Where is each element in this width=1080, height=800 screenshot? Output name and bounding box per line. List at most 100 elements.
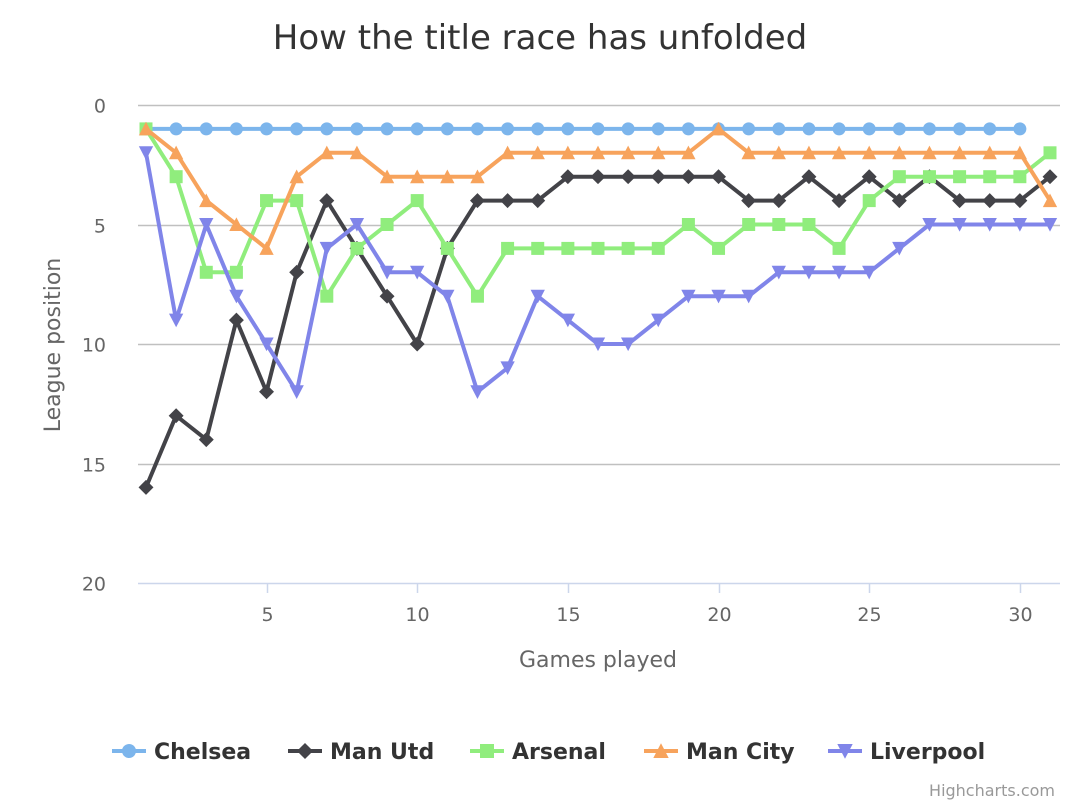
data-point-man-city[interactable] (138, 121, 154, 136)
data-point-arsenal[interactable] (531, 241, 545, 255)
data-point-liverpool[interactable] (831, 265, 847, 280)
data-point-man-utd[interactable] (198, 432, 214, 448)
data-point-man-city[interactable] (651, 145, 666, 160)
data-point-liverpool[interactable] (952, 218, 967, 232)
data-point-chelsea[interactable] (621, 122, 635, 136)
data-point-man-utd[interactable] (771, 193, 787, 209)
data-point-liverpool[interactable] (892, 241, 907, 256)
data-point-arsenal[interactable] (561, 241, 575, 255)
data-point-man-city[interactable] (952, 145, 967, 160)
data-point-chelsea[interactable] (1013, 122, 1027, 136)
data-point-arsenal[interactable] (320, 289, 334, 303)
data-point-arsenal[interactable] (832, 241, 846, 255)
data-point-man-utd[interactable] (590, 169, 606, 185)
data-point-man-utd[interactable] (982, 193, 998, 209)
data-point-arsenal[interactable] (983, 170, 997, 184)
data-point-man-utd[interactable] (289, 264, 305, 280)
data-point-man-city[interactable] (862, 145, 877, 160)
data-point-arsenal[interactable] (922, 170, 936, 184)
data-point-arsenal[interactable] (260, 194, 274, 208)
data-point-man-utd[interactable] (861, 169, 877, 185)
data-point-man-city[interactable] (500, 145, 515, 160)
legend-item-man-city[interactable]: Man City (644, 740, 795, 765)
data-point-man-city[interactable] (831, 145, 847, 160)
data-point-man-utd[interactable] (379, 288, 395, 304)
data-point-man-utd[interactable] (680, 169, 696, 185)
data-point-man-utd[interactable] (891, 193, 907, 209)
data-point-arsenal[interactable] (440, 241, 454, 255)
data-point-man-city[interactable] (530, 145, 545, 160)
legend-item-liverpool[interactable]: Liverpool (828, 740, 985, 765)
data-point-chelsea[interactable] (681, 122, 695, 136)
data-point-arsenal[interactable] (501, 241, 515, 255)
data-point-chelsea[interactable] (501, 122, 515, 136)
data-point-arsenal[interactable] (892, 170, 906, 184)
legend-item-chelsea[interactable]: Chelsea (112, 740, 251, 765)
data-point-man-utd[interactable] (620, 169, 636, 185)
data-point-liverpool[interactable] (862, 265, 877, 280)
data-point-liverpool[interactable] (530, 289, 545, 304)
data-point-liverpool[interactable] (651, 313, 666, 328)
data-point-liverpool[interactable] (681, 289, 696, 304)
data-point-chelsea[interactable] (892, 122, 906, 136)
data-point-man-city[interactable] (259, 241, 274, 255)
data-point-liverpool[interactable] (289, 385, 304, 399)
data-point-arsenal[interactable] (651, 241, 665, 255)
data-point-man-city[interactable] (440, 169, 455, 184)
data-point-liverpool[interactable] (410, 265, 425, 280)
data-point-liverpool[interactable] (922, 218, 937, 232)
data-point-liverpool[interactable] (470, 385, 485, 399)
data-point-chelsea[interactable] (862, 122, 876, 136)
data-point-chelsea[interactable] (802, 122, 816, 136)
data-point-man-utd[interactable] (500, 193, 516, 209)
data-point-chelsea[interactable] (983, 122, 997, 136)
data-point-man-city[interactable] (620, 145, 636, 160)
data-point-man-utd[interactable] (741, 193, 757, 209)
data-point-liverpool[interactable] (590, 337, 606, 352)
data-point-chelsea[interactable] (953, 122, 967, 136)
data-point-liverpool[interactable] (229, 289, 244, 304)
data-point-man-city[interactable] (801, 145, 817, 160)
data-point-man-utd[interactable] (711, 169, 727, 185)
data-point-chelsea[interactable] (470, 122, 484, 136)
data-point-chelsea[interactable] (290, 122, 304, 136)
data-point-man-city[interactable] (771, 145, 786, 160)
data-point-arsenal[interactable] (290, 194, 304, 208)
data-point-man-city[interactable] (1042, 193, 1058, 208)
data-point-liverpool[interactable] (500, 361, 515, 376)
data-point-liverpool[interactable] (771, 265, 786, 280)
data-point-man-city[interactable] (922, 145, 937, 160)
data-point-liverpool[interactable] (440, 289, 455, 304)
data-point-arsenal[interactable] (199, 265, 213, 279)
data-point-arsenal[interactable] (621, 241, 635, 255)
data-point-man-utd[interactable] (801, 169, 817, 185)
data-point-arsenal[interactable] (350, 241, 364, 255)
data-point-chelsea[interactable] (260, 122, 274, 136)
data-point-chelsea[interactable] (199, 122, 213, 136)
data-point-chelsea[interactable] (440, 122, 454, 136)
data-point-liverpool[interactable] (1042, 218, 1058, 232)
data-point-arsenal[interactable] (410, 194, 424, 208)
legend-item-arsenal[interactable]: Arsenal (470, 740, 606, 765)
data-point-man-utd[interactable] (168, 408, 184, 424)
data-point-man-utd[interactable] (138, 479, 154, 495)
data-point-liverpool[interactable] (982, 218, 997, 232)
data-point-man-city[interactable] (199, 193, 214, 208)
data-point-arsenal[interactable] (742, 218, 756, 231)
data-point-liverpool[interactable] (259, 337, 274, 352)
data-point-man-city[interactable] (289, 169, 304, 184)
data-point-man-city[interactable] (410, 169, 425, 184)
data-point-man-city[interactable] (349, 145, 365, 160)
data-point-chelsea[interactable] (350, 122, 364, 136)
data-point-arsenal[interactable] (591, 241, 605, 255)
data-point-arsenal[interactable] (802, 218, 816, 231)
data-point-man-city[interactable] (982, 145, 997, 160)
data-point-man-city[interactable] (590, 145, 606, 160)
data-point-man-city[interactable] (1012, 145, 1028, 160)
data-point-arsenal[interactable] (712, 241, 726, 255)
data-point-man-city[interactable] (168, 145, 184, 160)
data-point-man-utd[interactable] (469, 193, 485, 209)
data-point-man-utd[interactable] (831, 193, 847, 209)
data-point-man-utd[interactable] (650, 169, 666, 185)
data-point-liverpool[interactable] (1012, 218, 1028, 232)
